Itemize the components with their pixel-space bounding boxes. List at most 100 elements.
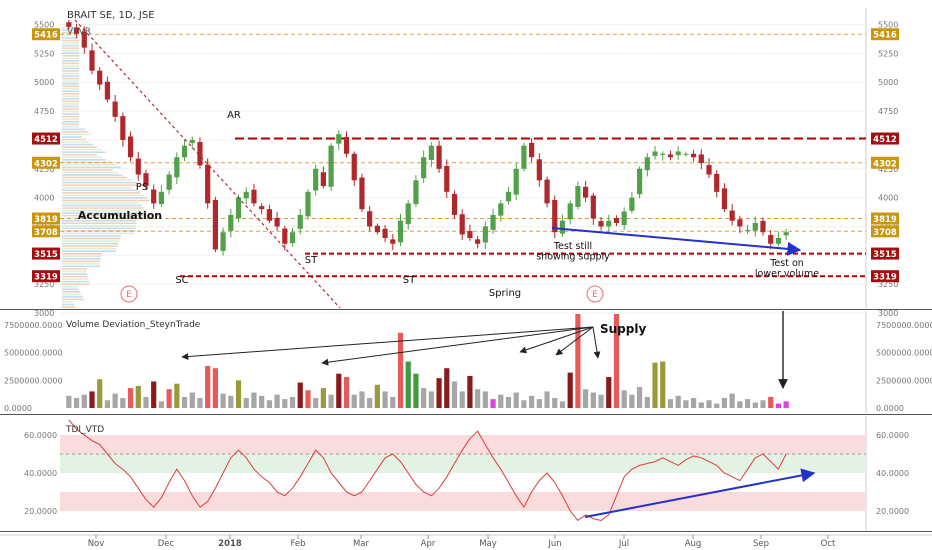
vpvr-bar	[62, 202, 140, 204]
volume-bar	[143, 396, 149, 408]
time-tick-label: Dec	[158, 539, 175, 549]
vpvr-bar	[62, 288, 79, 291]
volume-bar	[714, 403, 720, 408]
candles	[66, 19, 789, 256]
volume-bar	[374, 384, 380, 408]
price-tick-right: 5000	[878, 78, 898, 87]
candle-body	[760, 220, 766, 233]
candle-body	[606, 220, 612, 227]
volume-bar	[397, 332, 404, 408]
candle-body	[343, 136, 350, 154]
volume-bar	[197, 398, 203, 408]
candle-body	[97, 70, 103, 85]
volume-bar	[81, 394, 87, 408]
volume-bar	[367, 398, 373, 408]
candle-body	[683, 153, 689, 155]
candle-body	[637, 168, 643, 195]
candle-body	[397, 220, 404, 243]
vpvr-bar	[62, 197, 148, 199]
volume-bar	[405, 361, 411, 408]
price-level-badge-left	[32, 132, 60, 145]
time-tick-label: Sep	[753, 539, 769, 549]
price-level-badge-right	[871, 156, 899, 169]
candle-body	[405, 203, 411, 225]
candle-body	[706, 165, 712, 175]
volume-bar	[228, 395, 234, 408]
candle-body	[336, 134, 342, 144]
volume-bar	[629, 394, 635, 408]
candle-body	[112, 101, 118, 117]
candle-body	[259, 206, 265, 210]
candle-body	[652, 151, 658, 156]
candle-body	[289, 232, 296, 244]
price-level-label-left: 4302	[34, 159, 58, 169]
price-tick-right: 4750	[878, 107, 898, 116]
candle-body	[266, 209, 272, 221]
vpvr-bar	[62, 87, 79, 90]
time-tick-label: Aug	[685, 539, 702, 549]
vpvr-bar	[62, 227, 136, 230]
vpvr-bar	[62, 49, 79, 52]
candle-body	[667, 154, 674, 158]
price-level-badge-right	[871, 270, 899, 283]
price-level-label-left: 3819	[34, 215, 58, 225]
volume-bar	[390, 396, 396, 408]
candle-body	[498, 203, 504, 216]
vpvr-bar	[62, 291, 80, 293]
tdi-label: TDI_VTD	[65, 425, 104, 435]
candle-body	[89, 50, 95, 71]
vpvr-bar	[62, 240, 120, 242]
price-tick-left: 5250	[34, 49, 54, 58]
vpvr-bar	[62, 54, 79, 57]
tdi-band	[60, 492, 866, 511]
vpvr-bar	[62, 67, 79, 70]
price-level-badge-right	[871, 132, 899, 145]
vpvr-bar	[62, 159, 107, 161]
vpvr-bar	[62, 184, 142, 186]
volume-bar	[752, 402, 758, 408]
vpvr-bar	[62, 296, 83, 298]
vpvr-bar	[62, 143, 94, 146]
volume-bar	[135, 385, 141, 408]
volume-bar	[467, 375, 473, 408]
vpvr-bar	[62, 214, 148, 217]
vpvr-bar	[62, 301, 73, 303]
candle-body	[660, 153, 666, 155]
price-level-label-right: 4302	[873, 159, 897, 169]
price-tick-left: 5000	[34, 78, 54, 87]
vpvr-bar	[62, 126, 79, 128]
candle-body	[127, 136, 134, 158]
volume-bar	[66, 395, 72, 408]
vpvr-bar	[62, 44, 79, 47]
volume-bar	[274, 394, 280, 408]
event-marker[interactable]	[586, 285, 604, 303]
vpvr-bar	[62, 151, 106, 153]
vpvr-bar	[62, 98, 79, 100]
volume-bar	[744, 399, 751, 408]
supply-arrow	[519, 326, 594, 354]
vpvr-bar	[62, 278, 89, 280]
vpvr-profile	[62, 27, 151, 308]
vpvr-bar	[62, 131, 89, 133]
price-level-badge-right	[871, 28, 899, 41]
candle-body	[714, 173, 720, 192]
candle-body	[197, 142, 203, 166]
time-tick-label: Apr	[421, 539, 436, 549]
vpvr-bar	[62, 108, 79, 110]
volume-bar	[120, 398, 126, 408]
tdi-tick-left: 60.0000	[24, 431, 57, 440]
vpvr-bar	[62, 80, 79, 82]
candle-body	[205, 164, 211, 204]
volume-bar	[151, 381, 157, 408]
event-marker[interactable]	[120, 285, 138, 303]
vpvr-bar	[62, 161, 112, 164]
volume-bar	[768, 396, 774, 408]
vpvr-bar	[62, 60, 79, 62]
price-level-label-right: 3515	[873, 250, 897, 260]
vpvr-bar	[62, 179, 133, 181]
price-level-badge-left	[32, 156, 60, 169]
vpvr-bar	[62, 232, 135, 235]
candle-body	[467, 231, 473, 238]
candle-body	[737, 219, 743, 227]
